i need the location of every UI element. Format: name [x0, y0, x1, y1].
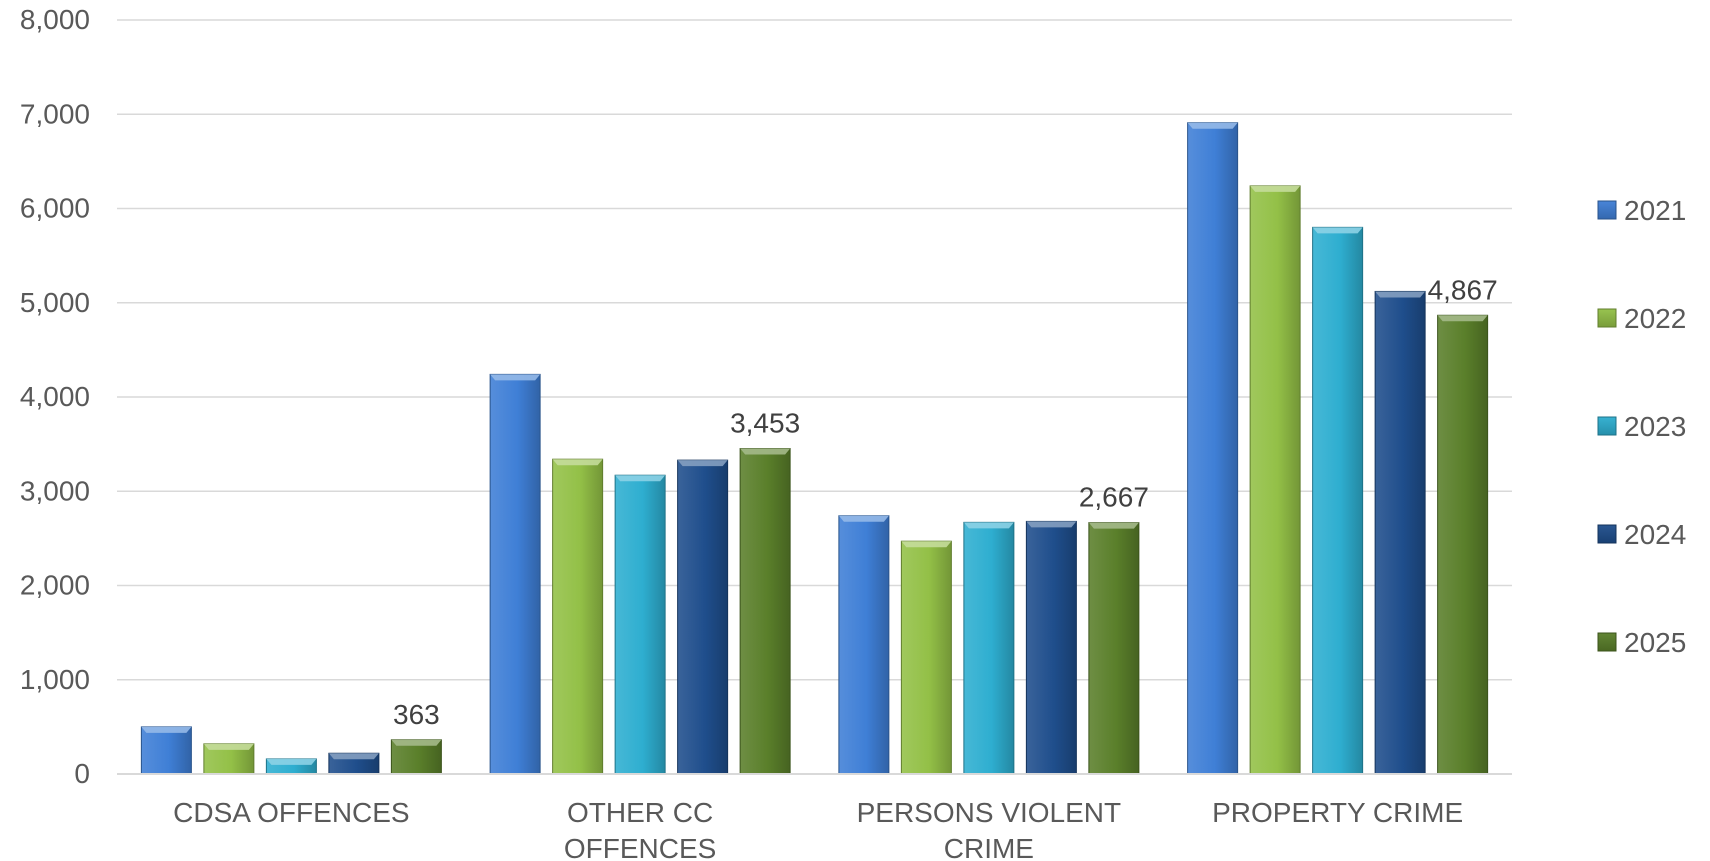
y-tick-label: 0 [74, 758, 90, 789]
bar-bevel [901, 541, 952, 548]
bar-2022-2 [552, 458, 604, 775]
x-category-label: OTHER CC [567, 797, 713, 828]
legend-label: 2021 [1624, 195, 1686, 226]
y-tick-label: 7,000 [20, 98, 90, 129]
bar-2023-4 [1312, 226, 1364, 775]
y-tick-label: 3,000 [20, 475, 90, 506]
legend-swatch-2023 [1597, 416, 1617, 436]
bar-2024-3 [1025, 520, 1077, 775]
legend-swatch-2024 [1597, 524, 1617, 544]
x-category-label: OFFENCES [564, 833, 716, 861]
x-axis: CDSA OFFENCES OTHER CC OFFENCES PERSONS VIO… [117, 773, 1512, 861]
y-tick-label: 4,000 [20, 381, 90, 412]
bar-2021-4 [1187, 122, 1239, 775]
legend-label: 2025 [1624, 627, 1686, 658]
bar-2021-3 [838, 515, 890, 775]
bar-bevel [141, 726, 192, 733]
bar-2022-4 [1249, 185, 1301, 775]
data-label: 363 [393, 699, 440, 730]
legend-swatch-2025 [1597, 632, 1617, 652]
y-tick-label: 8,000 [20, 4, 90, 35]
bar-bevel [1312, 227, 1363, 234]
bar-2022-3 [900, 540, 952, 775]
bar-bevel [1250, 185, 1301, 192]
bar-bevel [1437, 315, 1488, 322]
bar-bevel [615, 475, 666, 482]
bar-bevel [1375, 291, 1426, 298]
bar-bevel [490, 374, 541, 381]
y-tick-label: 5,000 [20, 287, 90, 318]
bar-bevel [963, 522, 1014, 529]
gridlines [117, 19, 1512, 775]
legend-label: 2022 [1624, 303, 1686, 334]
y-tick-label: 2,000 [20, 570, 90, 601]
bar-2025-4 [1437, 314, 1489, 775]
bar-2025-3 [1088, 522, 1140, 775]
bar-bevel [1088, 522, 1139, 529]
bar-bevel [1026, 521, 1077, 528]
bars [140, 122, 1489, 775]
legend-label: 2024 [1624, 519, 1686, 550]
bar-bevel [740, 448, 791, 455]
y-axis: 0 1,000 2,000 3,000 4,000 5,000 6,000 7,000 8,00… [20, 4, 90, 789]
legend-label: 2023 [1624, 411, 1686, 442]
bar-bevel [266, 758, 317, 765]
bar-2025-2 [739, 448, 791, 775]
legend-swatch-2021 [1597, 200, 1617, 220]
bar-bevel [552, 459, 603, 466]
data-label: 2,667 [1079, 482, 1149, 513]
bar-2023-2 [614, 474, 666, 775]
data-label: 3,453 [730, 408, 800, 439]
y-tick-label: 6,000 [20, 193, 90, 224]
legend: 2021 2022 2023 2024 2025 [1597, 195, 1686, 658]
bar-2021-1 [140, 726, 192, 775]
bar-2021-2 [489, 373, 541, 775]
bar-2023-3 [963, 521, 1015, 775]
data-labels: 363 3,453 2,667 4,867 [393, 274, 1498, 730]
bar-bevel [1187, 122, 1238, 129]
data-label: 4,867 [1428, 274, 1498, 305]
legend-swatch-2022 [1597, 308, 1617, 328]
bar-bevel [677, 460, 728, 467]
x-category-label: CDSA OFFENCES [173, 797, 409, 828]
bar-2024-2 [677, 459, 729, 775]
bar-bevel [328, 753, 379, 760]
bar-2024-4 [1374, 290, 1426, 775]
x-category-label: PERSONS VIOLENT [857, 797, 1122, 828]
bar-bevel [838, 515, 889, 522]
bar-bevel [203, 743, 254, 750]
x-category-label: CRIME [944, 833, 1034, 861]
x-category-label: PROPERTY CRIME [1212, 797, 1463, 828]
bar-bevel [391, 739, 442, 746]
y-tick-label: 1,000 [20, 664, 90, 695]
